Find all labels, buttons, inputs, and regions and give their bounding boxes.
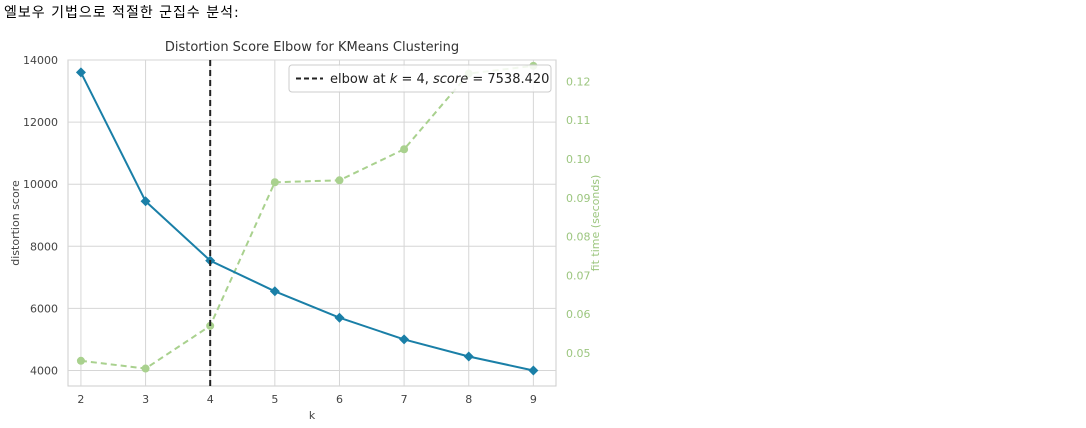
x-tick-label: 2 [77,393,84,406]
legend: elbow at k = 4, score = 7538.420 [288,64,552,93]
y2-tick-label: 0.09 [566,192,591,205]
x-tick-label: 3 [142,393,149,406]
distortion-point [75,67,86,78]
fit-time-point [270,178,279,187]
legend-prefix: elbow at [330,72,390,87]
y2-tick-label: 0.06 [566,308,591,321]
y-tick-label: 10000 [23,178,58,191]
legend-eq1: = 4, [397,72,433,87]
distortion-point [528,365,539,376]
y2-tick-label: 0.12 [566,75,591,88]
y-tick-label: 8000 [30,240,58,253]
distortion-point [140,196,151,207]
y2-tick-label: 0.05 [566,347,591,360]
y2-tick-label: 0.11 [566,114,591,127]
fit-time-line [80,64,534,370]
chart-title: Distortion Score Elbow for KMeans Cluste… [165,40,459,55]
legend-score: score [433,72,468,87]
fit-time-point [141,364,150,373]
y-axis-label: distortion score [9,180,22,266]
y2-axis-label: fit time (seconds) [589,175,602,272]
plot-frame [67,59,557,387]
y-tick-label: 14000 [23,54,58,67]
grid [67,59,557,387]
y2-tick-label: 0.10 [566,153,591,166]
x-axis-label: k [309,409,316,422]
distortion-point [463,351,474,362]
fit-time-point [76,356,85,365]
y2-tick-label: 0.07 [566,269,591,282]
distortion-point [399,334,410,345]
y-tick-label: 6000 [30,302,58,315]
x-tick-label: 4 [207,393,214,406]
legend-eq2: = 7538.420 [468,72,549,87]
legend-elbow-label: elbow at k = 4, score = 7538.420 [330,72,549,87]
x-tick-label: 9 [530,393,537,406]
distortion-line [80,71,534,372]
distortion-point [269,286,280,297]
x-tick-label: 5 [271,393,278,406]
legend-k: k [390,72,398,87]
legend-box [288,64,552,93]
axes: 2 3 4 5 6 7 8 9 4000 6000 8000 10000 12000 14000 0.05 0… [23,54,591,406]
distortion-point [334,312,345,323]
page-heading: 엘보우 기법으로 적절한 군집수 분석: [4,5,240,21]
y-tick-label: 4000 [30,364,58,377]
y-tick-label: 12000 [23,116,58,129]
chart-marks [75,60,539,386]
x-tick-label: 7 [401,393,408,406]
fit-time-point [335,176,344,185]
x-tick-label: 6 [336,393,343,406]
fit-time-point [400,145,409,154]
y2-tick-label: 0.08 [566,231,591,244]
x-tick-label: 8 [465,393,472,406]
